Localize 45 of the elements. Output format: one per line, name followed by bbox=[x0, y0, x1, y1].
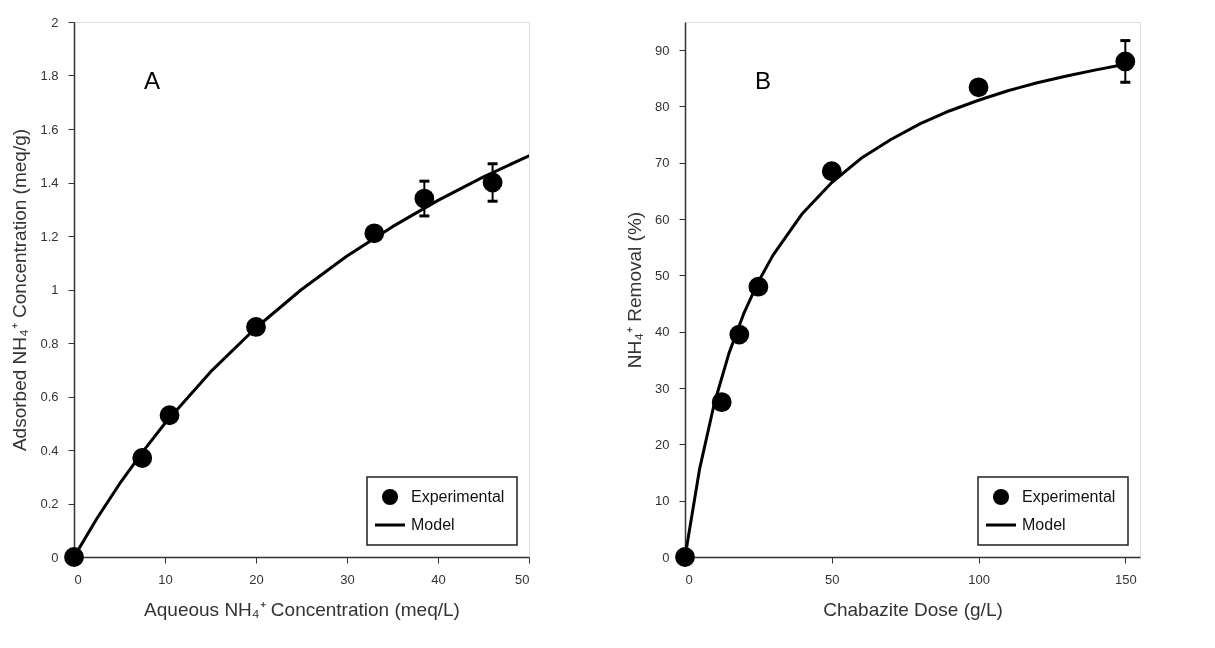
y-tick-label: 80 bbox=[655, 98, 670, 114]
x-tick-label: 50 bbox=[515, 571, 530, 587]
y-tick-label: 20 bbox=[655, 436, 670, 452]
x-tick-label: 10 bbox=[158, 571, 173, 587]
legend-label: Experimental bbox=[411, 488, 505, 505]
x-tick-label: 40 bbox=[431, 571, 446, 587]
y-tick-label: 60 bbox=[655, 211, 670, 227]
point bbox=[64, 547, 84, 567]
point bbox=[675, 547, 695, 567]
x-axis-title: Aqueous NH₄⁺ Concentration (meq/L) bbox=[144, 598, 460, 620]
x-tick-label: 100 bbox=[968, 571, 990, 587]
y-tick-label: 1 bbox=[51, 282, 59, 297]
point bbox=[968, 77, 989, 98]
point bbox=[821, 161, 842, 182]
x-tick-label: 20 bbox=[249, 571, 264, 587]
x-tick-label: 50 bbox=[825, 571, 840, 587]
legend-label: Experimental bbox=[1022, 488, 1116, 505]
y-tick-label: 0.2 bbox=[40, 496, 59, 511]
y-axis-title: Adsorbed NH₄⁺ Concentration (meq/g) bbox=[9, 128, 31, 452]
y-tick-label: 40 bbox=[655, 324, 670, 340]
y-tick-label: 0.6 bbox=[40, 389, 59, 404]
y-tick-label: 0.4 bbox=[40, 442, 59, 458]
y-tick-label: 30 bbox=[655, 380, 670, 396]
y-tick-label: 0.8 bbox=[40, 335, 59, 351]
y-tick-label: 0 bbox=[51, 549, 59, 565]
annotation: A bbox=[144, 67, 161, 94]
x-tick-label: 0 bbox=[74, 571, 82, 587]
y-tick-label: 90 bbox=[655, 42, 670, 58]
y-tick-label: 1.2 bbox=[40, 228, 59, 244]
y-tick-label: 2 bbox=[51, 14, 59, 30]
x-tick-label: 0 bbox=[685, 571, 693, 587]
legend-label: Model bbox=[411, 516, 455, 533]
y-tick-label: 1.6 bbox=[40, 121, 59, 137]
x-tick-label: 150 bbox=[1114, 571, 1137, 587]
y-tick-label: 1.8 bbox=[40, 68, 59, 83]
y-tick-label: 0 bbox=[662, 549, 670, 565]
y-axis-title: NH₄⁺ Removal (%) bbox=[624, 211, 646, 369]
x-tick-label: 30 bbox=[340, 571, 355, 587]
y-tick-label: 10 bbox=[655, 493, 670, 509]
y-tick-label: 50 bbox=[655, 267, 670, 283]
annotation: B bbox=[755, 67, 772, 94]
y-tick-label: 1.4 bbox=[40, 175, 59, 190]
legend-label: Model bbox=[1022, 516, 1066, 533]
x-axis-title: Chabazite Dose (g/L) bbox=[823, 598, 1003, 620]
y-tick-label: 70 bbox=[655, 155, 670, 171]
